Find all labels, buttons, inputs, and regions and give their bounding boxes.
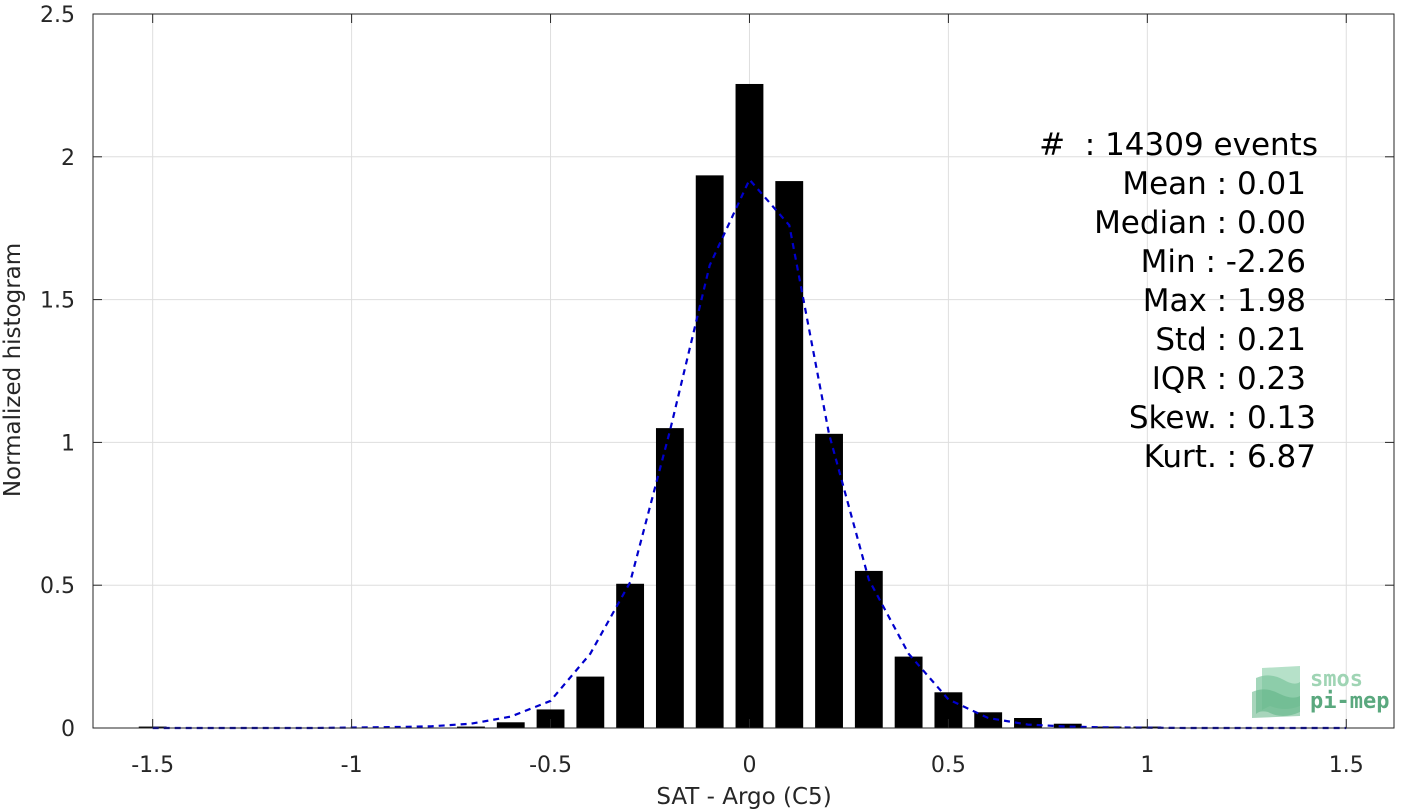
x-tick-label: 0.5 [931, 753, 966, 778]
histogram-bar [815, 433, 843, 728]
histogram-bar [735, 83, 764, 729]
histogram-bar [616, 583, 645, 728]
histogram-bar [894, 656, 923, 728]
y-tick-label: 2 [61, 146, 75, 171]
histogram-bar [1014, 718, 1042, 728]
x-tick-label: 1.5 [1329, 753, 1364, 778]
histogram-bar [536, 709, 565, 728]
histogram-bar [695, 175, 724, 728]
logo-wave-front [1252, 689, 1300, 718]
y-tick-label: 1 [61, 431, 75, 456]
x-tick-label: 0 [742, 753, 756, 778]
bars [138, 83, 1162, 729]
stat-line: Std : 0.21 [1155, 322, 1306, 358]
y-tick-label: 1.5 [40, 289, 75, 314]
histogram-bar [974, 712, 1003, 728]
y-axis-title: Normalized histogram [0, 243, 26, 497]
x-tick-label: -1.5 [131, 753, 174, 778]
stat-line: IQR : 0.23 [1152, 361, 1306, 397]
y-tick-label: 0.5 [40, 574, 75, 599]
histogram-bar [655, 428, 684, 728]
stat-line: Median : 0.00 [1094, 205, 1306, 241]
x-tick-labels: -1.5 -1 -0.5 0 0.5 1 1.5 [131, 753, 1364, 778]
y-tick-label: 0 [61, 717, 75, 742]
axes-box [92, 13, 1395, 729]
histogram-bar [576, 676, 605, 728]
x-tick-label: 1 [1140, 753, 1154, 778]
stat-line: Kurt. : 6.87 [1144, 439, 1316, 475]
stat-line: Max : 1.98 [1143, 283, 1306, 319]
x-tick-label: -0.5 [529, 753, 572, 778]
logo-line2: pi-mep [1310, 689, 1389, 714]
x-tick-label: -1 [341, 753, 363, 778]
stat-line: Skew. : 0.13 [1129, 400, 1316, 436]
ticks [93, 13, 1394, 729]
histogram-bar [1053, 723, 1082, 728]
y-tick-labels: 0 0.5 1 1.5 2 2.5 [40, 3, 75, 742]
histogram-bar [457, 726, 485, 729]
x-axis-title: SAT - Argo (C5) [656, 784, 831, 810]
logo-waves-icon [1252, 666, 1300, 718]
stat-line: Mean : 0.01 [1122, 166, 1306, 202]
stat-line: Min : -2.26 [1141, 244, 1306, 280]
y-tick-label: 2.5 [40, 3, 75, 28]
histogram-bar [775, 181, 804, 729]
logo-line1: smos [1310, 667, 1363, 692]
histogram-bar [854, 570, 883, 728]
smos-pi-mep-logo: smos pi-mep [1252, 666, 1389, 718]
stat-line: # : 14309 events [1039, 127, 1318, 163]
histogram-bar [496, 722, 525, 728]
